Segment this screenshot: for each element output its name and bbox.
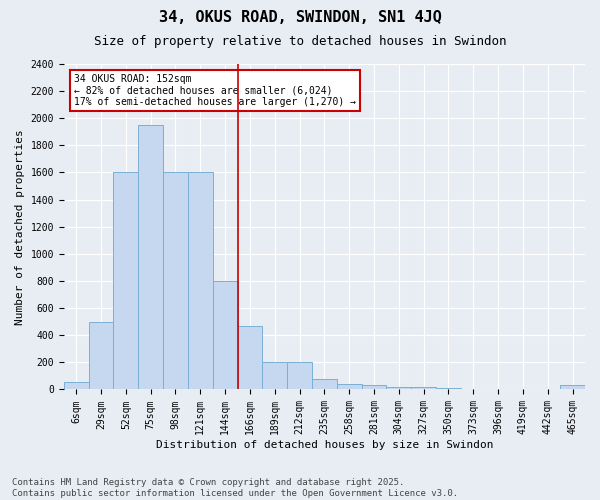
Bar	[138, 125, 163, 390]
Text: Contains HM Land Registry data © Crown copyright and database right 2025.
Contai: Contains HM Land Registry data © Crown c…	[12, 478, 458, 498]
Bar	[362, 386, 386, 390]
Bar	[337, 384, 362, 390]
Y-axis label: Number of detached properties: Number of detached properties	[15, 129, 25, 324]
Bar	[312, 378, 337, 390]
Bar	[188, 172, 212, 390]
Bar	[560, 386, 585, 390]
Bar	[212, 281, 238, 390]
Text: Size of property relative to detached houses in Swindon: Size of property relative to detached ho…	[94, 35, 506, 48]
X-axis label: Distribution of detached houses by size in Swindon: Distribution of detached houses by size …	[155, 440, 493, 450]
Bar	[113, 172, 138, 390]
Bar	[386, 387, 411, 390]
Bar	[163, 172, 188, 390]
Bar	[238, 326, 262, 390]
Bar	[461, 389, 486, 390]
Bar	[64, 382, 89, 390]
Text: 34 OKUS ROAD: 152sqm
← 82% of detached houses are smaller (6,024)
17% of semi-de: 34 OKUS ROAD: 152sqm ← 82% of detached h…	[74, 74, 356, 107]
Bar	[262, 362, 287, 390]
Bar	[89, 322, 113, 390]
Bar	[436, 388, 461, 390]
Text: 34, OKUS ROAD, SWINDON, SN1 4JQ: 34, OKUS ROAD, SWINDON, SN1 4JQ	[158, 10, 442, 25]
Bar	[287, 362, 312, 390]
Bar	[411, 388, 436, 390]
